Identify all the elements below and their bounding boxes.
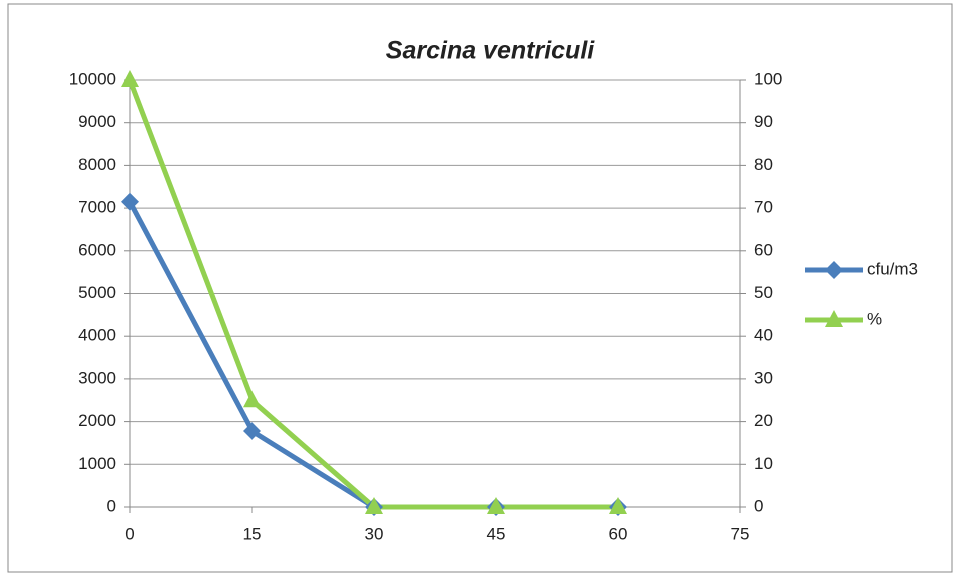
- legend-marker: [825, 310, 843, 327]
- x-tick-label: 0: [125, 524, 134, 543]
- data-point: [243, 421, 261, 440]
- legend-marker: [825, 261, 843, 279]
- legend-label: %: [867, 309, 882, 328]
- data-point: [121, 192, 139, 211]
- y2-tick-label: 20: [754, 411, 773, 430]
- data-point: [365, 497, 383, 514]
- y2-tick-label: 60: [754, 240, 773, 259]
- y-tick-label: 3000: [78, 368, 116, 387]
- y2-tick-label: 50: [754, 283, 773, 302]
- x-tick-label: 15: [243, 524, 262, 543]
- y2-tick-label: 0: [754, 496, 763, 515]
- y-tick-label: 1000: [78, 454, 116, 473]
- chart-border: [7, 3, 953, 573]
- y-tick-label: 8000: [78, 155, 116, 174]
- y-tick-label: 7000: [78, 198, 116, 217]
- data-point: [609, 497, 627, 514]
- x-tick-label: 30: [365, 524, 384, 543]
- x-tick-label: 75: [731, 524, 750, 543]
- y2-tick-label: 10: [754, 454, 773, 473]
- y-tick-label: 6000: [78, 240, 116, 259]
- data-point: [243, 390, 261, 408]
- chart-title: Sarcina ventriculi: [386, 37, 595, 65]
- y2-tick-label: 90: [754, 112, 773, 131]
- legend-label: cfu/m3: [867, 259, 918, 278]
- y2-tick-label: 80: [754, 155, 773, 174]
- data-point: [121, 70, 139, 87]
- y-tick-label: 9000: [78, 112, 116, 131]
- data-point: [487, 497, 505, 514]
- x-tick-label: 45: [487, 524, 506, 543]
- y-tick-label: 2000: [78, 411, 116, 430]
- y-tick-label: 5000: [78, 283, 116, 302]
- y2-tick-label: 30: [754, 368, 773, 387]
- y-tick-label: 4000: [78, 326, 116, 345]
- x-tick-label: 60: [609, 524, 628, 543]
- y2-tick-label: 70: [754, 198, 773, 217]
- y2-tick-label: 40: [754, 326, 773, 345]
- y-tick-label: 0: [107, 496, 116, 515]
- y-tick-label: 10000: [69, 69, 116, 88]
- y2-tick-label: 100: [754, 69, 782, 88]
